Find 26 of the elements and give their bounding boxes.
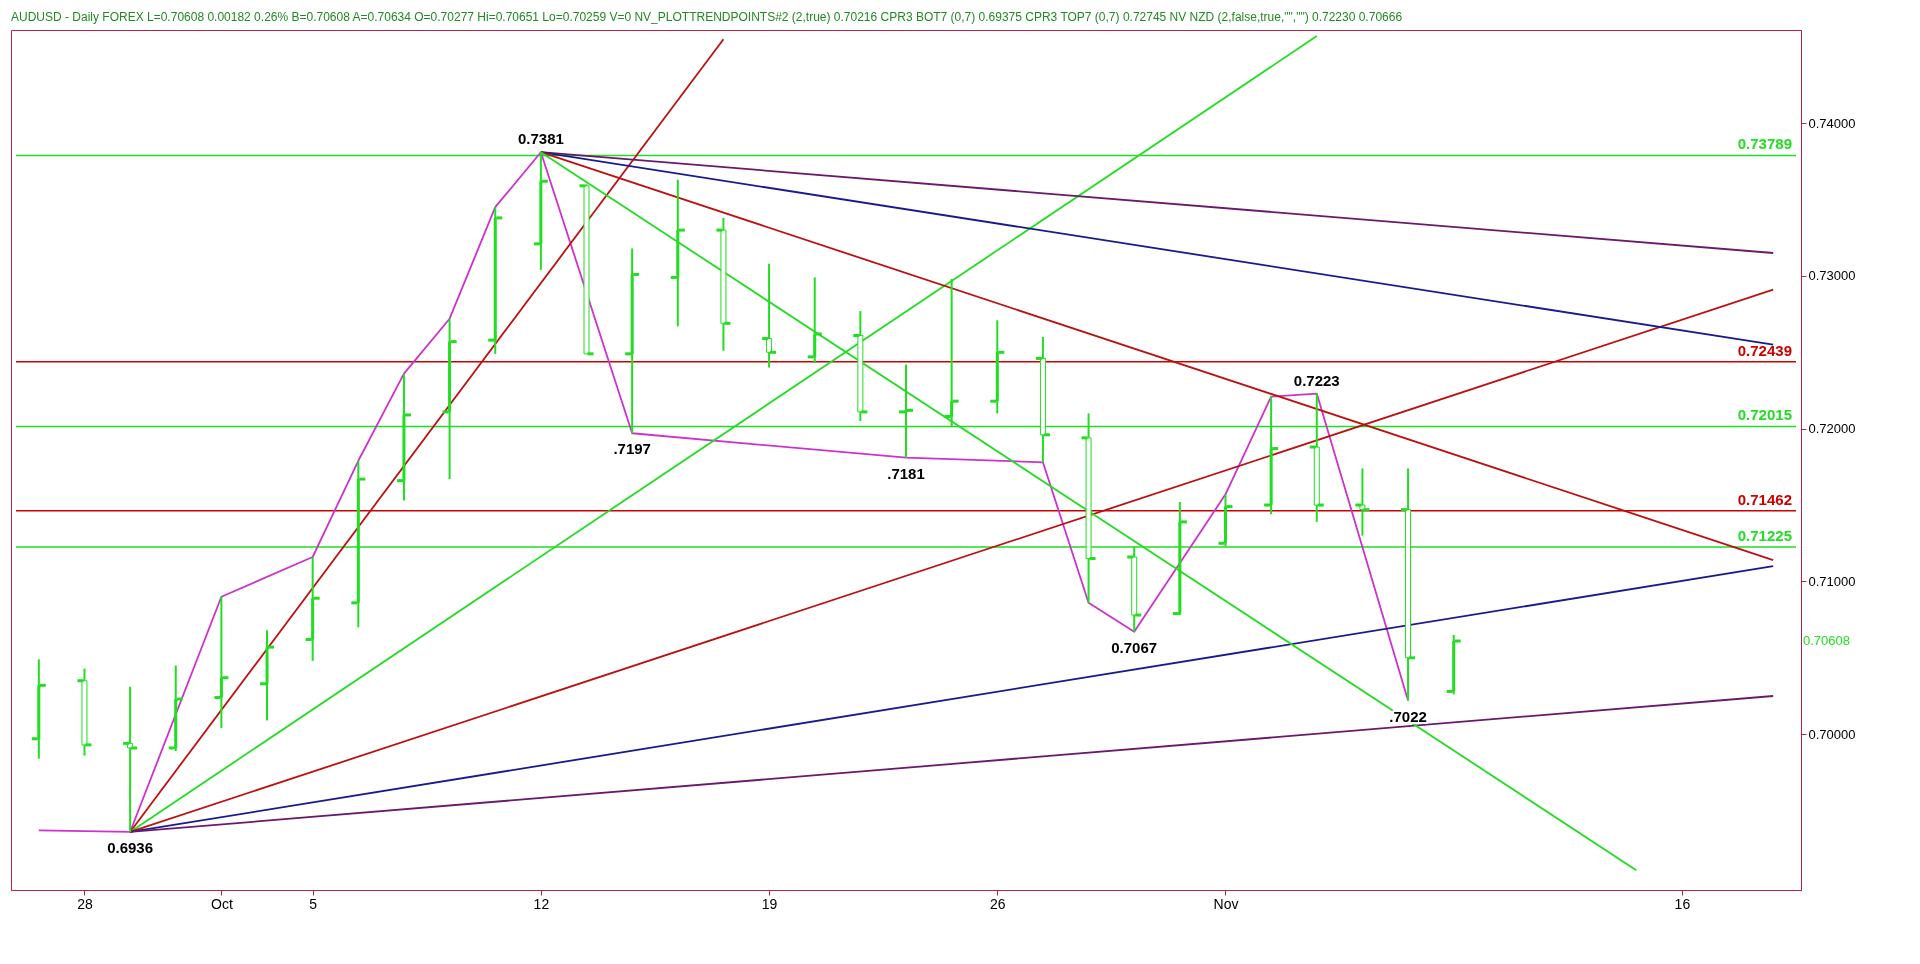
x-tick-label: 5 <box>309 895 318 912</box>
ref-line-label: 0.71462 <box>1737 490 1792 508</box>
chart-title: AUDUSD - Daily FOREX L=0.70608 0.00182 0.26% B=0.70608 A=0.70634 O=0.70277 Hi=0.70651 Lo=0.70259 V=0 NV_PLOTTRENDPOINTS#2 (2,true) 0.70216 CPR3 BOT7 (0,7) 0.69375 CPR3 TOP7 (0,7) 0.72745 NV NZD (2,false,true,"","") 0.72230 0.70666 <box>11 10 1403 24</box>
text: 0.70608 <box>1803 633 1850 649</box>
x-tick-label: 26 <box>989 895 1006 912</box>
annotation: 0.6936 <box>107 838 154 856</box>
x-tick-label: 12 <box>533 895 550 912</box>
ref-line-label: 0.73789 <box>1737 135 1792 153</box>
ref-line-label: 0.72439 <box>1737 341 1792 359</box>
annotation: .7181 <box>887 464 925 482</box>
annotation: 0.7381 <box>517 130 564 148</box>
y-tick-label: 0.74000 <box>1808 115 1856 131</box>
x-tick-label: 19 <box>761 895 778 912</box>
y-tick-label: 0.73000 <box>1808 268 1856 284</box>
y-tick-label: 0.72000 <box>1808 421 1856 437</box>
y-tick-label: 0.70000 <box>1808 726 1856 742</box>
ref-line-label: 0.71225 <box>1737 527 1792 545</box>
annotation: 0.7223 <box>1293 371 1340 389</box>
annotation: 0.7067 <box>1111 638 1158 656</box>
ref-line-label: 0.72015 <box>1737 406 1792 424</box>
x-tick-label: Oct <box>210 895 233 912</box>
x-tick-label: 16 <box>1674 895 1691 912</box>
y-tick-label: 0.71000 <box>1808 573 1856 589</box>
x-tick-label: Nov <box>1213 895 1239 912</box>
annotation: .7197 <box>613 440 651 458</box>
x-tick-label: 28 <box>77 895 93 912</box>
